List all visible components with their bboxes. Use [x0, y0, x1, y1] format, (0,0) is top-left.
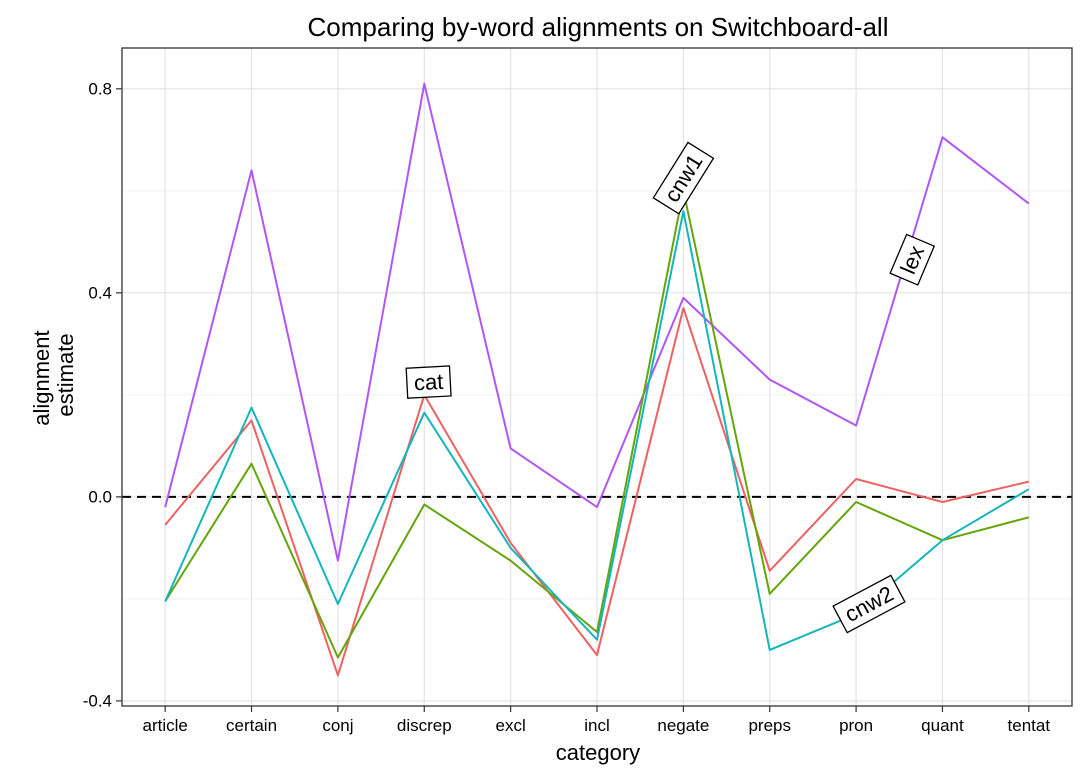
- x-tick-label: pron: [839, 716, 873, 735]
- x-tick-label: quant: [921, 716, 964, 735]
- series-line-cnw1: [164, 189, 1030, 659]
- x-tick-label: preps: [748, 716, 791, 735]
- annotation-label: cat: [413, 369, 444, 396]
- x-tick-label: discrep: [397, 716, 452, 735]
- annotation-cnw1: cnw1: [652, 141, 715, 215]
- y-axis-ticks: -0.4 0.0 0.4 0.8: [83, 79, 122, 710]
- x-tick-label: excl: [496, 716, 526, 735]
- x-tick-label: negate: [657, 716, 709, 735]
- x-axis-title: category: [556, 740, 640, 765]
- x-tick-label: article: [143, 716, 188, 735]
- annotation-cat: cat: [405, 365, 452, 399]
- y-axis-title: alignment estimate: [29, 324, 78, 426]
- y-tick-label: 0.4: [88, 283, 112, 302]
- series-line-lex: [164, 82, 1030, 562]
- x-tick-label: conj: [322, 716, 353, 735]
- annotation-cnw2: cnw2: [832, 574, 906, 634]
- annotation-box: [889, 233, 936, 286]
- chart-title: Comparing by-word alignments on Switchbo…: [308, 12, 889, 42]
- grid: [122, 48, 1072, 706]
- x-tick-label: tentat: [1008, 716, 1051, 735]
- y-tick-label: 0.0: [88, 487, 112, 506]
- y-tick-label: -0.4: [83, 691, 112, 710]
- series-line-cat: [164, 307, 1030, 677]
- y-axis-title-line-1: alignment: [29, 330, 54, 425]
- y-tick-label: 0.8: [88, 79, 112, 98]
- annotation-box: [405, 365, 452, 399]
- annotation-box: [652, 141, 715, 215]
- annotation-lex: lex: [889, 233, 936, 286]
- annotation-box: [832, 574, 906, 634]
- annotations: cnw1 lex cat cnw2: [405, 141, 936, 634]
- x-tick-label: certain: [226, 716, 277, 735]
- x-axis-ticks: article certain conj discrep excl incl negate p…: [143, 706, 1051, 735]
- x-tick-label: incl: [584, 716, 610, 735]
- series-lines: [164, 82, 1030, 677]
- y-axis-title-line-2: estimate: [53, 333, 78, 416]
